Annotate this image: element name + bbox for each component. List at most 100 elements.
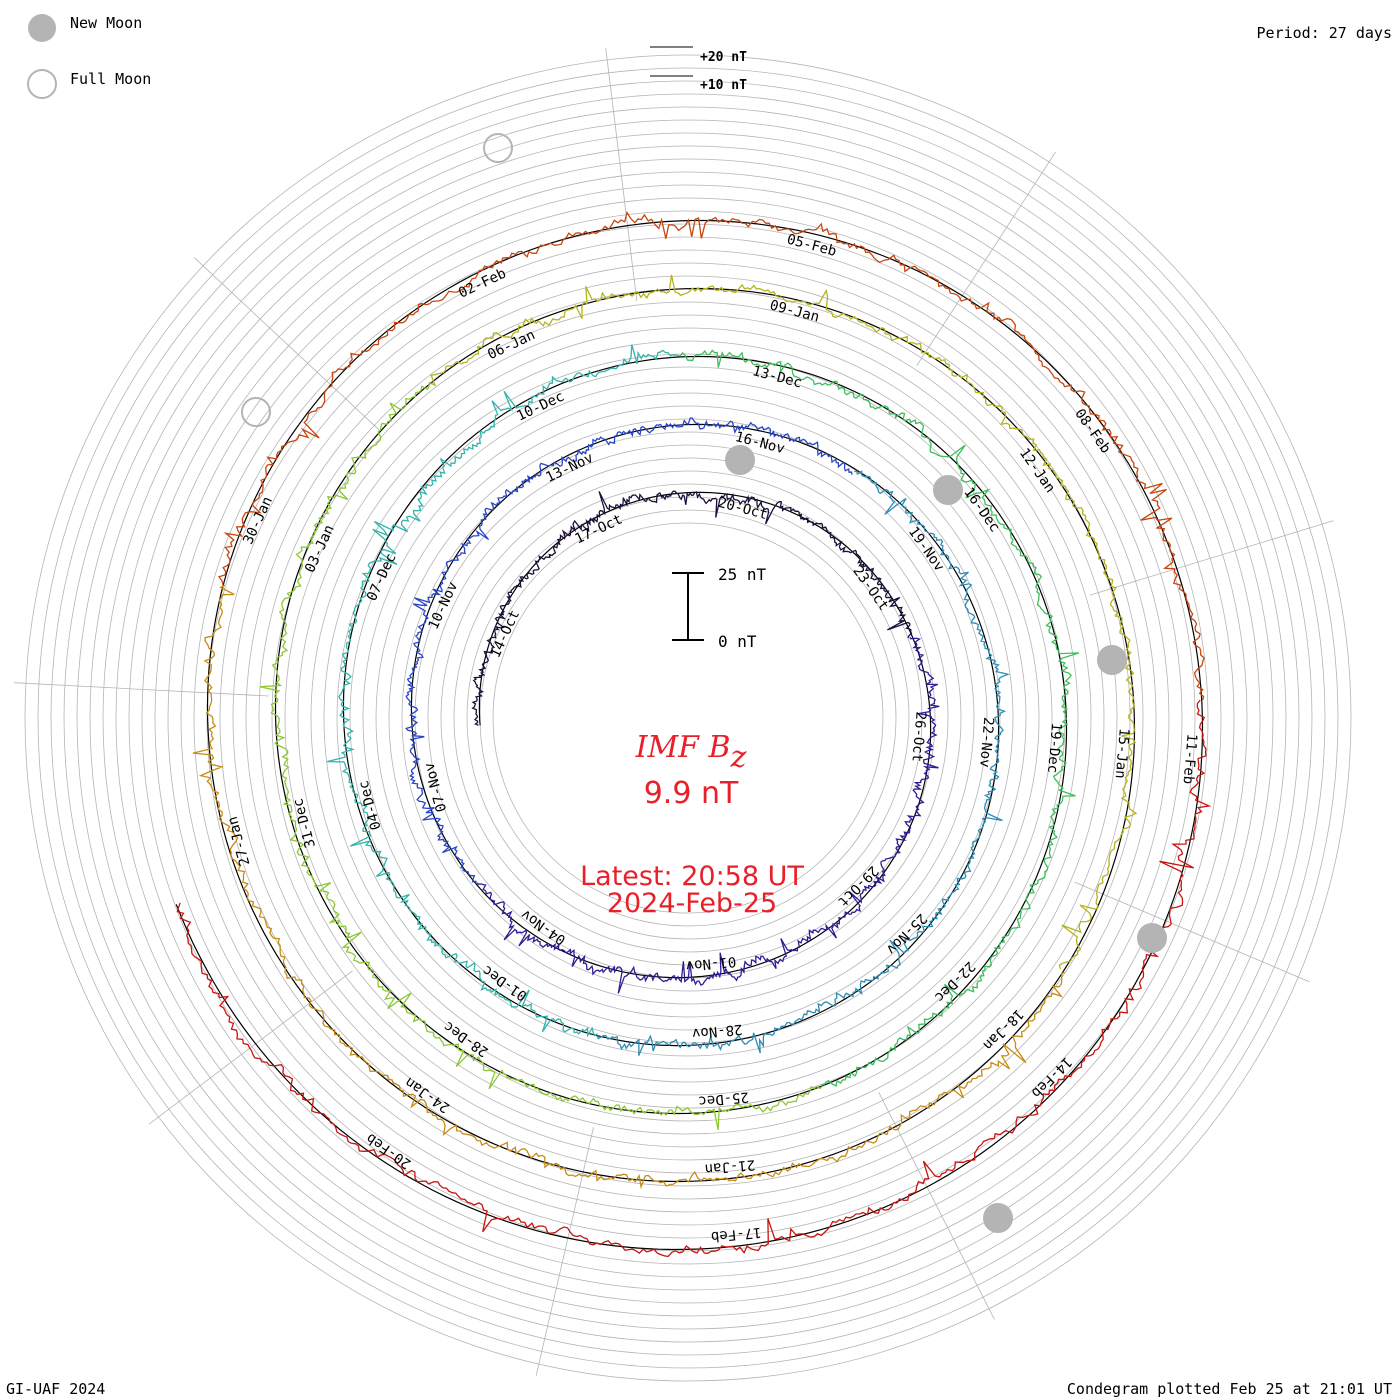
latest-date: 2024-Feb-25 [607, 888, 777, 919]
date-label: 05-Feb [785, 232, 838, 260]
grid-circle [388, 418, 988, 1018]
moon-phase-markers [241, 133, 1167, 1233]
grid-circle [453, 483, 923, 953]
grid-spoke [535, 1127, 594, 1376]
date-label: 01-Nov [685, 953, 737, 974]
date-label: 19-Dec [1044, 722, 1064, 774]
grid-circle [466, 496, 910, 940]
grid-circle [89, 119, 1287, 1317]
series-trace [476, 637, 940, 994]
grid-circle [362, 392, 1014, 1044]
date-label: 27-Jan [225, 815, 254, 868]
grid-spoke [916, 151, 1056, 366]
center-info: IMF Bz 9.9 nT Latest: 20:58 UT 2024-Feb-… [580, 730, 804, 919]
date-label: 11-Feb [1180, 733, 1200, 785]
date-label: 25-Dec [698, 1088, 750, 1109]
ring-scale-inner-label: +10 nT [700, 78, 747, 93]
series-trace [471, 490, 913, 726]
full-moon-marker [241, 397, 271, 427]
date-label: 15-Jan [1112, 728, 1132, 780]
grid-spoke [605, 47, 638, 302]
grid-circle [141, 171, 1235, 1265]
grid-circle [310, 340, 1066, 1096]
grid-circle [63, 93, 1313, 1343]
center-value: 9.9 nT [644, 776, 739, 811]
grid-circle [24, 54, 1352, 1382]
scale-bar-top-label: 25 nT [718, 565, 767, 584]
date-label: 28-Nov [691, 1021, 743, 1042]
date-label: 22-Nov [976, 716, 996, 768]
series-trace [675, 349, 1080, 1088]
grid-circle [336, 366, 1040, 1070]
baseline-spiral [175, 219, 1204, 1251]
grid-circle [115, 145, 1261, 1291]
date-label: 20-Oct [716, 495, 769, 523]
full-moon-marker [483, 133, 513, 163]
grid-spoke [1074, 881, 1310, 983]
new-moon-marker [725, 445, 755, 475]
grid-circle [193, 223, 1183, 1213]
new-moon-marker [983, 1203, 1013, 1233]
date-label: 17-Feb [710, 1224, 762, 1245]
grid-spoke [194, 257, 382, 432]
grid-circle [167, 197, 1209, 1239]
grid-circle [375, 405, 1001, 1031]
series-trace [259, 385, 823, 1130]
center-title-subscript: z [730, 740, 747, 775]
grid-circle [154, 184, 1222, 1252]
grid-circle [323, 353, 1053, 1083]
grid-circle [245, 275, 1131, 1161]
date-label: 02-Feb [456, 266, 509, 302]
series-traces [176, 210, 1212, 1258]
legend: New Moon Full Moon [27, 14, 151, 99]
series-trace [405, 417, 853, 884]
grid-spoke [148, 970, 353, 1125]
date-label: 31-Dec [290, 797, 319, 850]
scale-bar: 25 nT 0 nT [672, 565, 767, 651]
new-moon-icon [28, 14, 56, 42]
grid-circles [24, 54, 1352, 1382]
series-trace [217, 210, 1205, 701]
new-moon-marker [933, 475, 963, 505]
scale-bar-bottom-label: 0 nT [718, 632, 757, 651]
date-label: 04-Nov [518, 906, 569, 948]
grid-circle [50, 80, 1326, 1356]
full-moon-label: Full Moon [70, 70, 151, 88]
ring-scale-outer-label: +20 nT [700, 50, 747, 65]
date-label: 06-Jan [485, 327, 538, 363]
date-label: 13-Nov [543, 450, 596, 486]
grid-circle [219, 249, 1157, 1187]
series-trace [326, 344, 676, 1038]
date-label: 21-Jan [704, 1156, 756, 1177]
grid-circle [76, 106, 1300, 1330]
full-moon-icon [27, 69, 57, 99]
date-label: 26-Oct [908, 711, 928, 763]
grid-circle [271, 301, 1105, 1135]
grid-spoke [13, 682, 269, 697]
grid-circle [180, 210, 1196, 1226]
grid-circle [232, 262, 1144, 1174]
ring-scale: +20 nT +10 nT [650, 46, 747, 93]
period-label: Period: 27 days [1257, 24, 1392, 42]
center-title-main: IMF B [635, 730, 731, 765]
spiral-baseline [175, 219, 1204, 1251]
grid-spoke [878, 1092, 995, 1320]
series-trace [428, 274, 1138, 970]
grid-circle [401, 431, 975, 1005]
new-moon-marker [1097, 645, 1127, 675]
grid-circle [128, 158, 1248, 1278]
center-title: IMF Bz [635, 730, 747, 775]
grid-circle [102, 132, 1274, 1304]
grid-circle [440, 470, 936, 966]
plotted-label: Condegram plotted Feb 25 at 21:01 UT [1067, 1380, 1392, 1398]
grid-circle [284, 314, 1092, 1122]
series-trace [596, 470, 1010, 1056]
grid-circle [349, 379, 1027, 1057]
grid-circle [492, 522, 884, 914]
grid-circle [37, 67, 1339, 1369]
grid-spokes [13, 47, 1334, 1376]
date-label: 04-Dec [356, 779, 385, 832]
credit-label: GI-UAF 2024 [6, 1380, 105, 1398]
grid-spoke [1089, 520, 1334, 596]
